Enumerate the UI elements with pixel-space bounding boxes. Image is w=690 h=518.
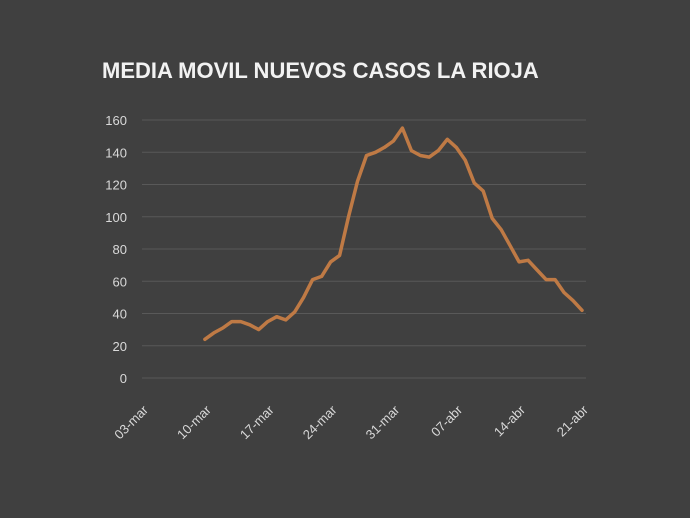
y-tick-label: 120 [105,178,127,193]
y-tick-label: 80 [113,242,127,257]
y-tick-label: 0 [120,371,127,386]
y-tick-label: 160 [105,113,127,128]
chart-title: MEDIA MOVIL NUEVOS CASOS LA RIOJA [102,58,539,83]
y-tick-label: 60 [113,274,127,289]
y-tick-label: 20 [113,339,127,354]
y-tick-label: 40 [113,307,127,322]
y-tick-label: 100 [105,210,127,225]
data-line [203,126,584,342]
y-tick-label: 140 [105,145,127,160]
